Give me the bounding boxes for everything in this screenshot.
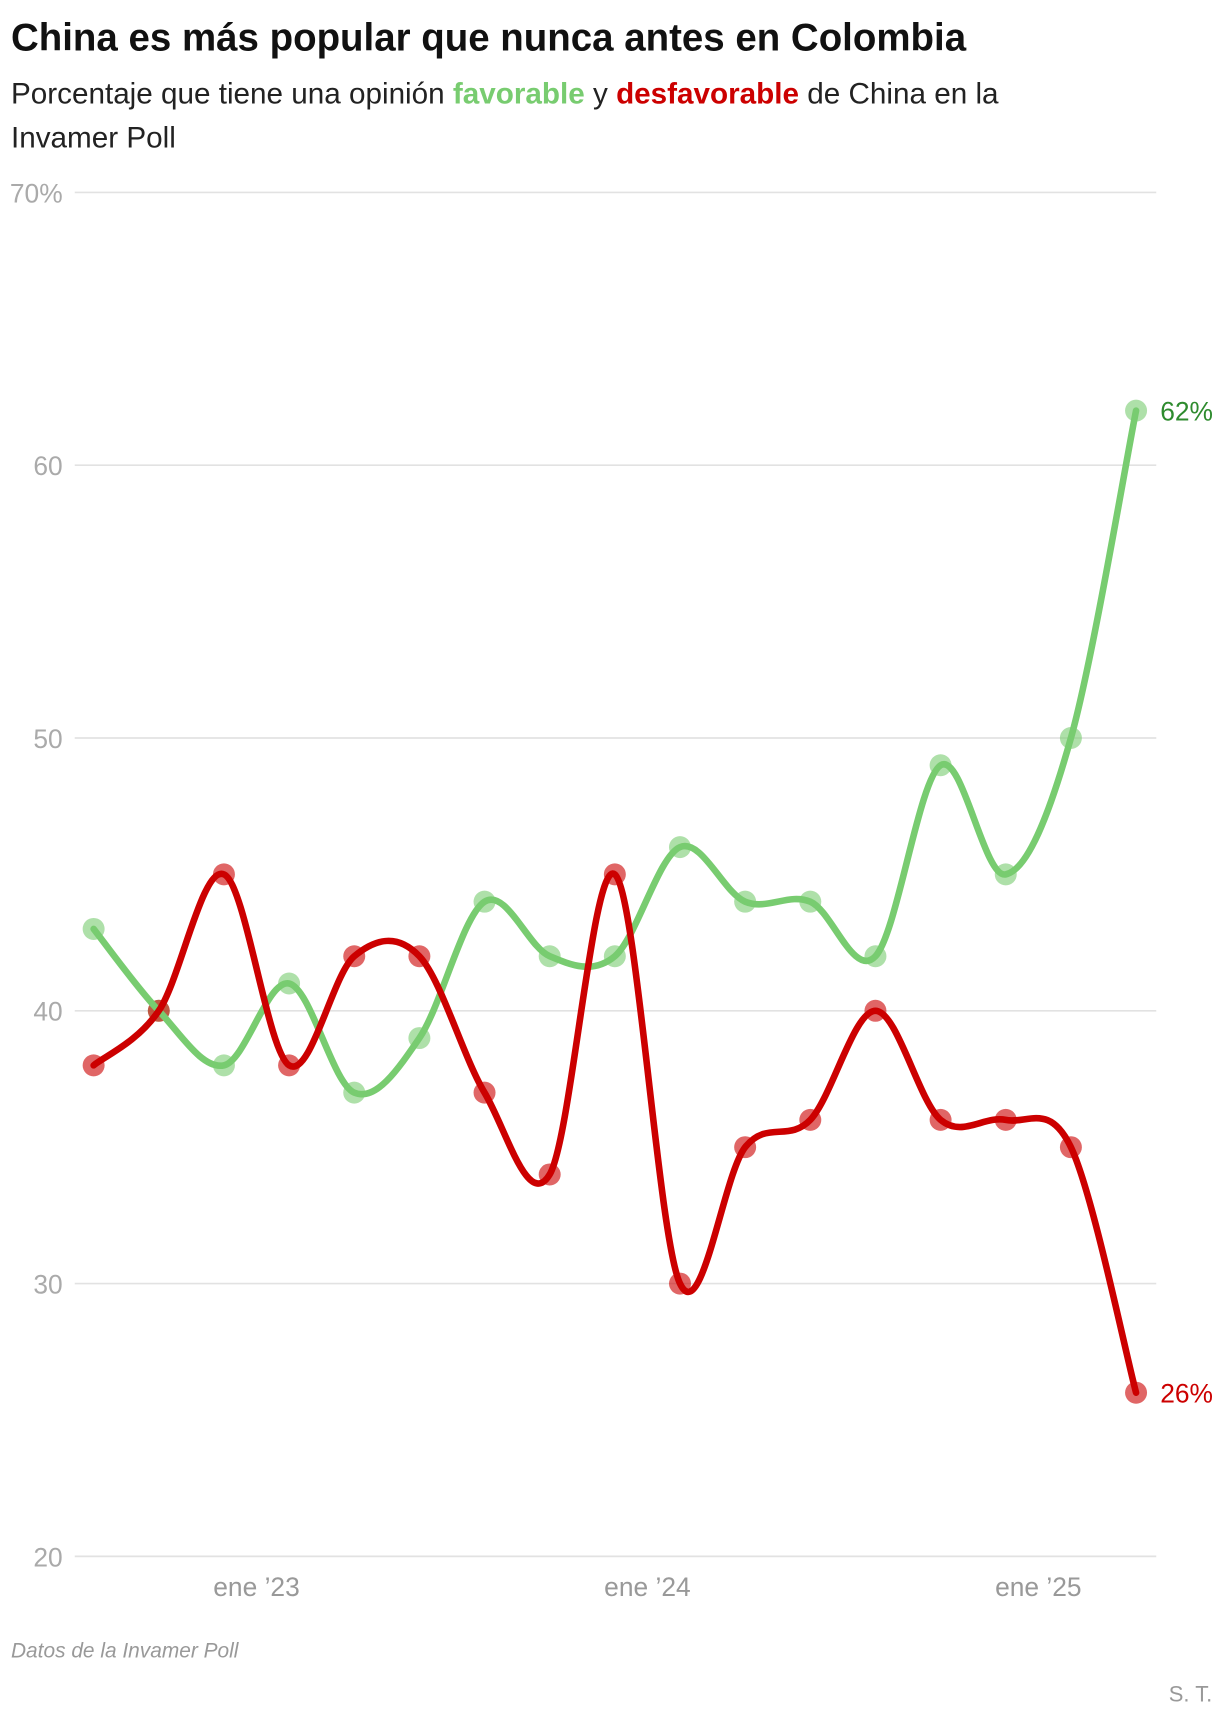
source: Datos de la Invamer Poll [11,1639,240,1662]
y-tick-label: 30 [33,1269,62,1299]
x-tick-label: ene ’24 [604,1572,690,1602]
subtitle-line2: Invamer Poll [11,121,176,154]
value-label: 62% [1160,397,1213,427]
y-tick-label: 70% [10,178,63,208]
subtitle: Porcentaje que tiene una opinión favorab… [11,77,999,110]
y-tick-label: 50 [33,724,62,754]
chart-title: China es más popular que nunca antes en … [11,17,967,60]
line [90,407,1140,1098]
x-tick-label: ene ’23 [213,1572,299,1602]
credit: S. T. [1169,1681,1213,1706]
subtitle-desfavorable: desfavorable [616,77,799,110]
value-label: 26% [1160,1379,1213,1409]
subtitle-part: de China en la [799,77,999,110]
subtitle-favorable: favorable [453,77,585,110]
x-tick-label: ene ’25 [995,1572,1081,1602]
subtitle-part: Porcentaje que tiene una opinión [11,77,453,110]
y-tick-label: 60 [33,451,62,481]
line [90,870,1140,1396]
y-tick-label: 20 [33,1542,62,1572]
subtitle-part: y [585,77,616,110]
y-tick-label: 40 [33,997,62,1027]
